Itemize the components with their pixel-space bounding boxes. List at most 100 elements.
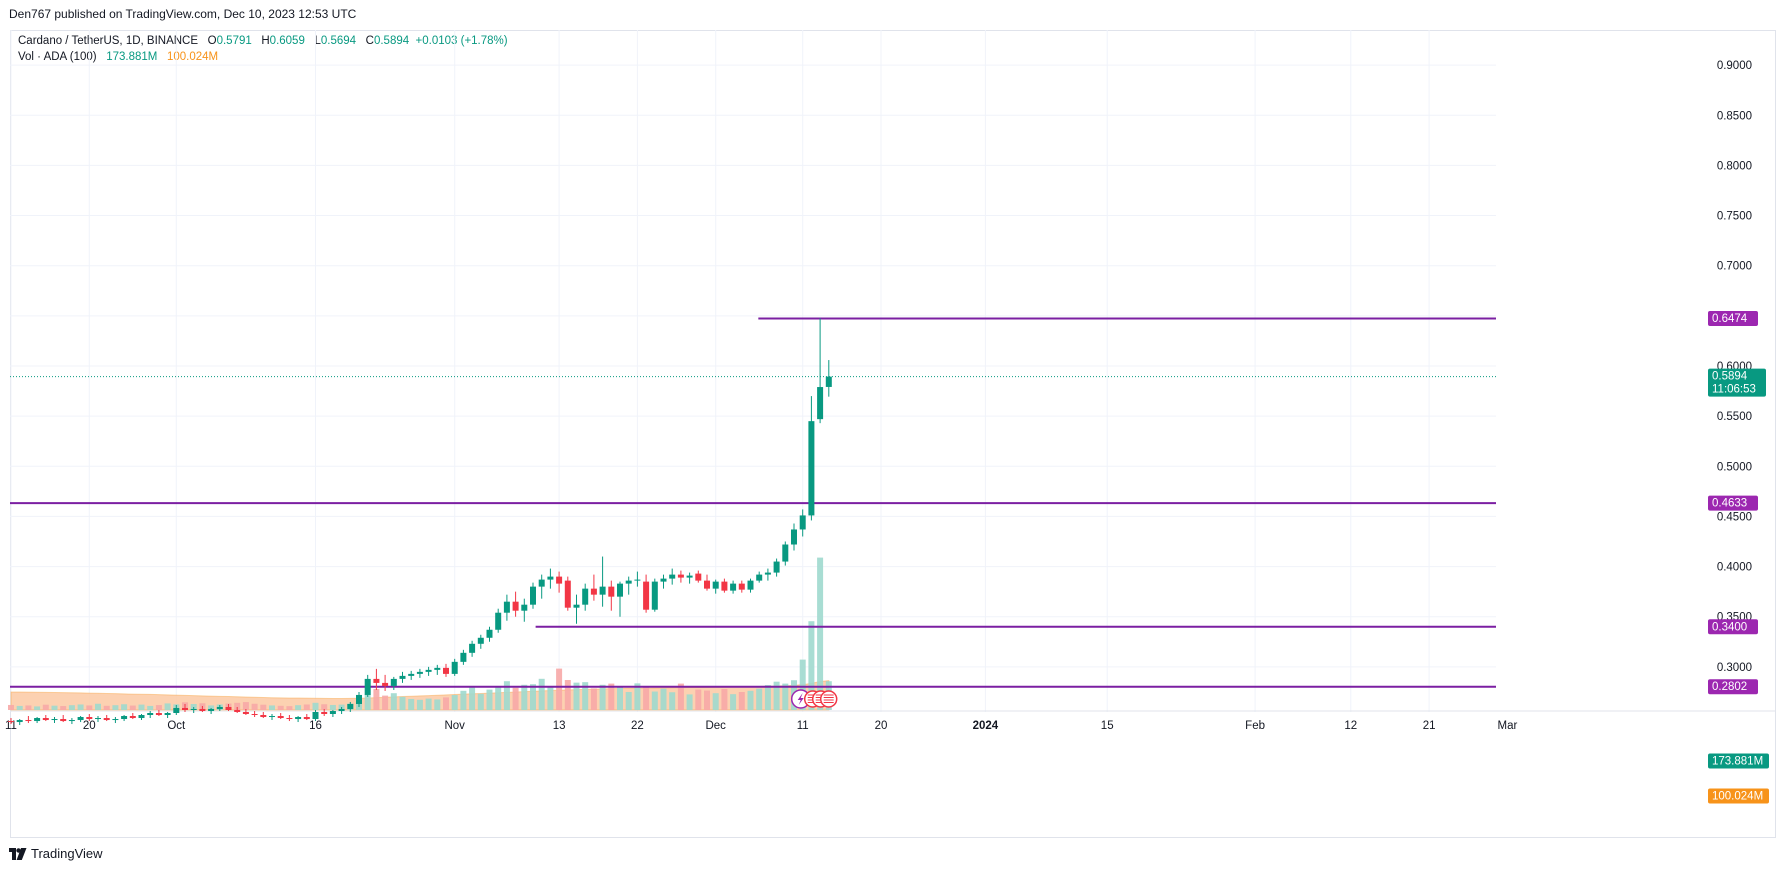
x-tick-label: 11 <box>797 720 809 732</box>
level-price-label-text: 0.2802 <box>1712 681 1747 693</box>
legend-volume-value: 173.881M <box>106 51 158 63</box>
volume-value-label-bg <box>1708 753 1769 769</box>
volume-bar <box>608 683 615 710</box>
volume-bar <box>425 698 432 710</box>
candle-body <box>530 586 536 605</box>
tradingview-logo[interactable]: TradingView <box>9 846 103 861</box>
volume-bar <box>573 682 580 710</box>
volume-bar <box>60 706 67 710</box>
candle-body <box>443 667 449 674</box>
candle-body <box>451 661 458 674</box>
candle-body <box>286 718 293 720</box>
volume-bar <box>495 686 502 710</box>
volume-bar <box>382 695 389 710</box>
level-price-label: 0.4633 <box>1708 495 1758 511</box>
legend-open-label: O <box>207 35 217 47</box>
candle-body <box>303 717 310 720</box>
volume-bar <box>86 705 93 710</box>
level-price-label: 0.2802 <box>1708 679 1758 695</box>
publisher-bar: Den767 published on TradingView.com, Dec… <box>9 7 357 21</box>
candle-body <box>138 715 145 719</box>
candle-body <box>808 421 815 516</box>
candle-body <box>408 673 415 676</box>
x-tick-label: 22 <box>631 720 644 732</box>
level-price-label-text: 0.6474 <box>1712 313 1748 325</box>
x-tick-label: 16 <box>309 720 322 732</box>
volume-pane <box>8 557 832 711</box>
volume-bar <box>251 703 258 710</box>
volume-bar <box>121 704 128 710</box>
volume-bar <box>312 702 319 710</box>
candle-body <box>277 716 284 719</box>
candle-body <box>373 678 380 683</box>
volume-bar <box>556 668 563 710</box>
volume-bar <box>686 694 693 710</box>
candle-body <box>730 583 737 591</box>
candle-body <box>121 716 128 720</box>
candle-body <box>503 601 510 613</box>
candle-body <box>651 581 658 610</box>
volume-bar <box>617 686 623 710</box>
tradingview-brand: TradingView <box>31 846 103 861</box>
candle-body <box>95 718 101 720</box>
x-tick-label: Mar <box>1497 720 1517 732</box>
volume-bar <box>477 693 484 710</box>
legend-volume-name[interactable]: Vol · ADA (100) <box>18 51 97 63</box>
level-price-label: 0.3400 <box>1708 619 1758 635</box>
candle-body <box>590 588 597 595</box>
volume-bar <box>103 705 110 710</box>
volume-ma-label-text: 100.024M <box>1712 791 1763 803</box>
volume-bar <box>669 692 676 710</box>
volume-bar <box>129 705 136 710</box>
candle-body <box>764 572 771 575</box>
candle-body <box>260 715 267 718</box>
candle-body <box>538 579 545 587</box>
volume-bar <box>34 706 41 710</box>
volume-bar <box>155 705 162 710</box>
last-price-label-bg <box>1708 368 1766 397</box>
level-price-label-bg <box>1708 619 1758 635</box>
volume-bar <box>625 692 632 710</box>
volume-bar <box>643 687 650 710</box>
legend-symbol-row: Cardano / TetherUS, 1D, BINANCE O0.5791 … <box>18 35 508 47</box>
candle-body <box>364 678 371 695</box>
level-price-label-bg <box>1708 310 1758 326</box>
candle-body <box>112 719 119 721</box>
volume-bar <box>329 704 336 710</box>
candle-body <box>495 612 502 630</box>
legend-change: +0.0103 (+1.78%) <box>415 35 508 47</box>
legend-symbol[interactable]: Cardano / TetherUS, 1D, BINANCE <box>18 35 199 47</box>
candle-body <box>747 580 754 590</box>
candle-body <box>738 583 745 590</box>
volume-bar <box>782 683 789 710</box>
volume-ma-label: 100.024M <box>1708 788 1769 804</box>
legend-close-value: 0.5894 <box>373 35 410 47</box>
x-tick-label: 20 <box>83 720 96 732</box>
candle-body <box>251 714 258 716</box>
volume-bar <box>138 704 145 710</box>
volume-bar <box>538 678 545 710</box>
level-price-label-bg <box>1708 495 1758 511</box>
y-tick-label: 0.4000 <box>1717 562 1752 574</box>
legend-high-value: 0.6059 <box>269 35 305 47</box>
candle-body <box>242 712 249 715</box>
candle-body <box>817 387 824 420</box>
x-tick-label: 13 <box>553 720 566 732</box>
volume-bar <box>634 683 641 710</box>
x-tick-label: 12 <box>1344 720 1357 732</box>
volume-bar <box>8 704 14 710</box>
candle-body <box>712 581 719 589</box>
volume-bar <box>95 703 101 710</box>
candle-body <box>321 712 328 715</box>
candle-body <box>599 586 606 595</box>
candle-body <box>756 574 763 581</box>
candle-body <box>634 579 641 581</box>
candle-body <box>51 719 58 721</box>
volume-bar <box>16 705 23 710</box>
candle-body <box>382 682 389 686</box>
candle-body <box>34 718 41 722</box>
legend-close-label: C <box>365 35 374 47</box>
volume-bar <box>808 621 815 710</box>
grid-lines <box>10 30 1496 712</box>
